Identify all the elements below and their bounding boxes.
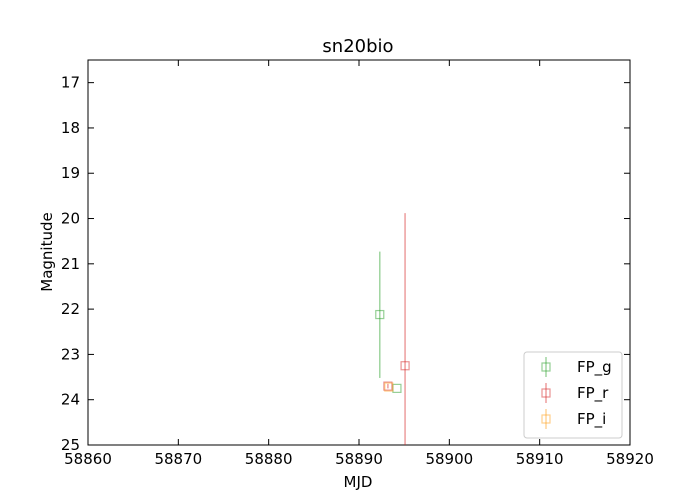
data-point-FP_i bbox=[384, 382, 394, 392]
y-tick-label: 20 bbox=[61, 210, 80, 228]
x-axis-label: MJD bbox=[344, 473, 373, 491]
plot-area: 58860 58870 58880 58890 58900 58910 58920 17 18 1… bbox=[61, 59, 654, 468]
x-tick-label: 58920 bbox=[606, 450, 654, 468]
y-axis-label: Magnitude bbox=[38, 212, 56, 291]
legend-label-FP_g: FP_g bbox=[577, 358, 612, 377]
x-tick-label: 58880 bbox=[245, 450, 293, 468]
y-tick-label: 24 bbox=[61, 391, 80, 409]
data-point-FP_g bbox=[392, 383, 402, 393]
y-tick-label: 17 bbox=[61, 74, 80, 92]
legend-marker-FP_g bbox=[541, 362, 551, 372]
data-point-FP_r bbox=[383, 381, 393, 391]
x-tick-label: 58860 bbox=[64, 450, 112, 468]
legend-label-FP_i: FP_i bbox=[577, 410, 606, 429]
data-point-FP_r bbox=[400, 361, 410, 371]
legend-marker-FP_i bbox=[541, 414, 551, 424]
y-tick-label: 22 bbox=[61, 300, 80, 318]
data-point-FP_g bbox=[375, 309, 385, 320]
legend-box bbox=[523, 351, 623, 439]
x-tick-label: 58910 bbox=[516, 450, 564, 468]
legend-marker-FP_r bbox=[541, 388, 551, 398]
chart-title: sn20bio bbox=[322, 36, 393, 57]
y-tick-label: 25 bbox=[61, 436, 80, 454]
y-tick-label: 21 bbox=[61, 255, 80, 273]
y-tick-label: 19 bbox=[61, 164, 80, 182]
x-tick-label: 58890 bbox=[335, 450, 383, 468]
y-tick-label: 18 bbox=[61, 119, 80, 137]
legend-label-FP_r: FP_r bbox=[577, 384, 609, 403]
x-tick-label: 58870 bbox=[154, 450, 202, 468]
legend: FP_g FP_r FP_i bbox=[523, 351, 623, 439]
y-tick-label: 23 bbox=[61, 345, 80, 363]
x-tick-label: 58900 bbox=[425, 450, 473, 468]
